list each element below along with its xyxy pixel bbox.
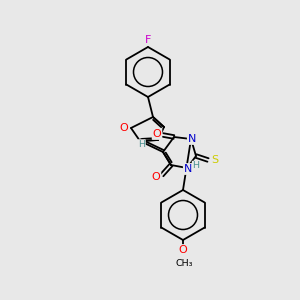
Text: CH₃: CH₃	[175, 259, 193, 268]
Text: O: O	[153, 129, 161, 139]
Text: N: N	[188, 134, 196, 144]
Text: F: F	[145, 35, 151, 45]
Text: O: O	[178, 245, 188, 255]
Text: H: H	[138, 140, 145, 149]
Text: N: N	[184, 164, 192, 174]
Text: O: O	[120, 123, 128, 133]
Text: S: S	[212, 155, 219, 165]
Text: H: H	[193, 161, 200, 170]
Text: O: O	[152, 172, 160, 182]
